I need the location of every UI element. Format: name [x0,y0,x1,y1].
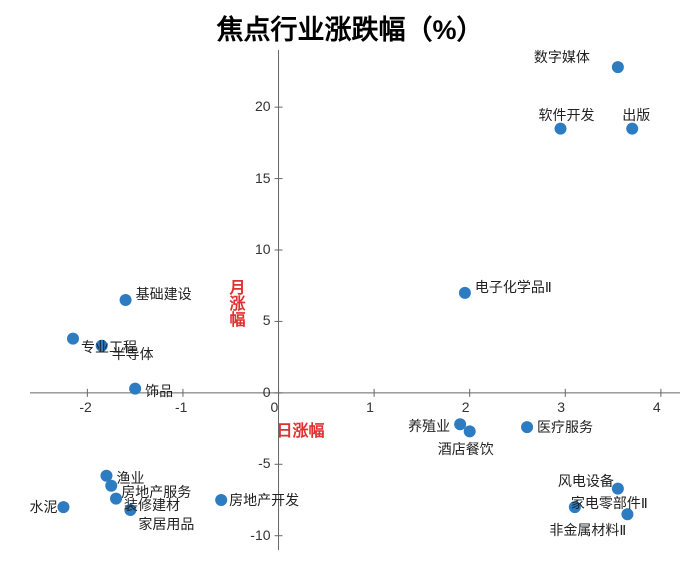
data-point [459,287,471,299]
data-point [96,340,108,352]
y-tick-label: 20 [255,98,271,114]
data-point [120,294,132,306]
x-tick-label: 3 [557,399,565,415]
data-point [555,123,567,135]
data-point [612,483,624,495]
scatter-chart: -2-101234-10-505101520日涨幅月涨幅数字媒体软件开发出版电子… [30,50,680,550]
data-point [124,504,136,516]
data-point [110,493,122,505]
x-axis-label: 日涨幅 [277,417,325,441]
x-tick-label: -1 [175,399,187,415]
data-point [129,383,141,395]
y-tick-label: -10 [250,527,270,543]
x-tick-label: 4 [653,399,661,415]
y-tick-label: 0 [263,384,271,400]
data-point [521,421,533,433]
data-point [105,480,117,492]
data-point [626,123,638,135]
data-point [57,501,69,513]
x-tick-label: 1 [366,399,374,415]
data-point [612,61,624,73]
data-point [464,425,476,437]
chart-svg [30,50,680,550]
chart-title: 焦点行业涨跌幅（%） [0,8,700,47]
y-axis-label: 月涨幅 [223,279,247,327]
x-tick-label: 2 [462,399,470,415]
y-tick-label: -5 [258,455,270,471]
data-point [621,508,633,520]
y-tick-label: 15 [255,170,271,186]
y-tick-label: 10 [255,241,271,257]
x-tick-label: 0 [271,399,279,415]
x-tick-label: -2 [79,399,91,415]
y-tick-label: 5 [263,312,271,328]
data-point [67,333,79,345]
data-point [569,501,581,513]
data-point [215,494,227,506]
data-point [454,418,466,430]
